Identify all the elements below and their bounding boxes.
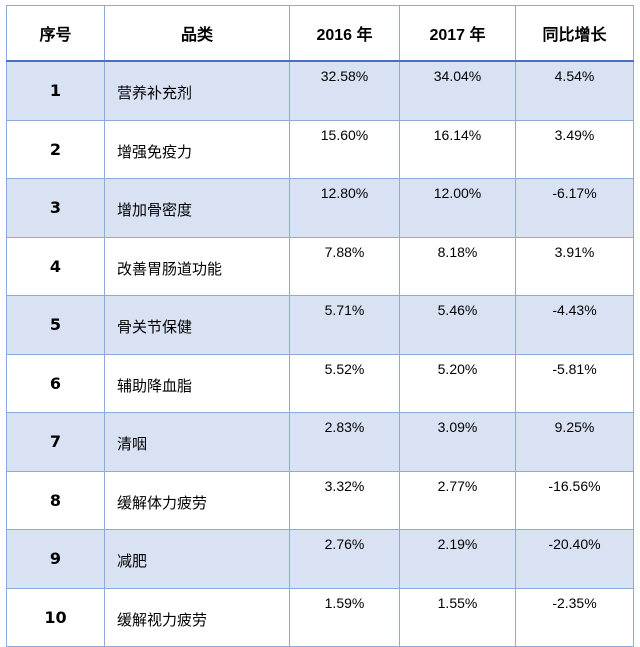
cell-category: 改善胃肠道功能 — [104, 236, 290, 296]
table-header: 序号 品类 2016 年 2017 年 同比增长 — [6, 5, 634, 62]
cell-category: 清咽 — [104, 412, 290, 472]
header-2016: 2016 年 — [289, 5, 400, 62]
cell-growth: 4.54% — [515, 60, 634, 121]
cell-2017: 8.18% — [399, 236, 516, 296]
cell-2016: 15.60% — [289, 119, 400, 179]
cell-growth: -16.56% — [515, 470, 634, 530]
header-2017: 2017 年 — [399, 5, 516, 62]
cell-2017: 1.55% — [399, 587, 516, 647]
header-category: 品类 — [104, 5, 290, 62]
table-row: 9 减肥 2.76% 2.19% -20.40% — [6, 529, 634, 589]
cell-category: 营养补充剂 — [104, 60, 290, 121]
table-row: 3 增加骨密度 12.80% 12.00% -6.17% — [6, 178, 634, 238]
cell-index: 4 — [6, 236, 105, 296]
cell-2017: 3.09% — [399, 412, 516, 472]
cell-2016: 32.58% — [289, 60, 400, 121]
cell-2016: 2.76% — [289, 529, 400, 589]
cell-index: 8 — [6, 470, 105, 530]
cell-category: 缓解体力疲劳 — [104, 470, 290, 530]
cell-2016: 7.88% — [289, 236, 400, 296]
table-row: 6 辅助降血脂 5.52% 5.20% -5.81% — [6, 353, 634, 413]
cell-growth: -6.17% — [515, 178, 634, 238]
table-row: 2 增强免疫力 15.60% 16.14% 3.49% — [6, 119, 634, 179]
cell-growth: 3.91% — [515, 236, 634, 296]
cell-growth: -5.81% — [515, 353, 634, 413]
table-row: 10 缓解视力疲劳 1.59% 1.55% -2.35% — [6, 587, 634, 647]
cell-2017: 16.14% — [399, 119, 516, 179]
data-table-container: 序号 品类 2016 年 2017 年 同比增长 1 营养补充剂 32.58% 34.… — [6, 5, 634, 647]
cell-growth: -2.35% — [515, 587, 634, 647]
cell-category: 辅助降血脂 — [104, 353, 290, 413]
cell-2017: 5.20% — [399, 353, 516, 413]
header-row: 序号 品类 2016 年 2017 年 同比增长 — [6, 5, 634, 62]
cell-growth: 9.25% — [515, 412, 634, 472]
cell-index: 9 — [6, 529, 105, 589]
header-index: 序号 — [6, 5, 105, 62]
cell-2017: 12.00% — [399, 178, 516, 238]
cell-2017: 2.77% — [399, 470, 516, 530]
cell-growth: -4.43% — [515, 295, 634, 355]
cell-index: 1 — [6, 60, 105, 121]
header-growth: 同比增长 — [515, 5, 634, 62]
cell-2016: 2.83% — [289, 412, 400, 472]
category-share-table: 序号 品类 2016 年 2017 年 同比增长 1 营养补充剂 32.58% 34.… — [6, 5, 634, 647]
table-row: 4 改善胃肠道功能 7.88% 8.18% 3.91% — [6, 236, 634, 296]
cell-index: 10 — [6, 587, 105, 647]
cell-2016: 12.80% — [289, 178, 400, 238]
table-row: 8 缓解体力疲劳 3.32% 2.77% -16.56% — [6, 470, 634, 530]
cell-category: 骨关节保健 — [104, 295, 290, 355]
table-body: 1 营养补充剂 32.58% 34.04% 4.54% 2 增强免疫力 15.60% 16.14… — [6, 60, 634, 647]
cell-category: 缓解视力疲劳 — [104, 587, 290, 647]
cell-2017: 5.46% — [399, 295, 516, 355]
cell-growth: 3.49% — [515, 119, 634, 179]
cell-index: 3 — [6, 178, 105, 238]
cell-index: 5 — [6, 295, 105, 355]
cell-growth: -20.40% — [515, 529, 634, 589]
cell-index: 6 — [6, 353, 105, 413]
cell-2016: 3.32% — [289, 470, 400, 530]
cell-2016: 5.71% — [289, 295, 400, 355]
cell-2017: 2.19% — [399, 529, 516, 589]
cell-2017: 34.04% — [399, 60, 516, 121]
table-row: 7 清咽 2.83% 3.09% 9.25% — [6, 412, 634, 472]
table-row: 1 营养补充剂 32.58% 34.04% 4.54% — [6, 60, 634, 121]
cell-category: 减肥 — [104, 529, 290, 589]
cell-category: 增强免疫力 — [104, 119, 290, 179]
cell-index: 2 — [6, 119, 105, 179]
cell-2016: 5.52% — [289, 353, 400, 413]
cell-category: 增加骨密度 — [104, 178, 290, 238]
cell-index: 7 — [6, 412, 105, 472]
cell-2016: 1.59% — [289, 587, 400, 647]
table-row: 5 骨关节保健 5.71% 5.46% -4.43% — [6, 295, 634, 355]
